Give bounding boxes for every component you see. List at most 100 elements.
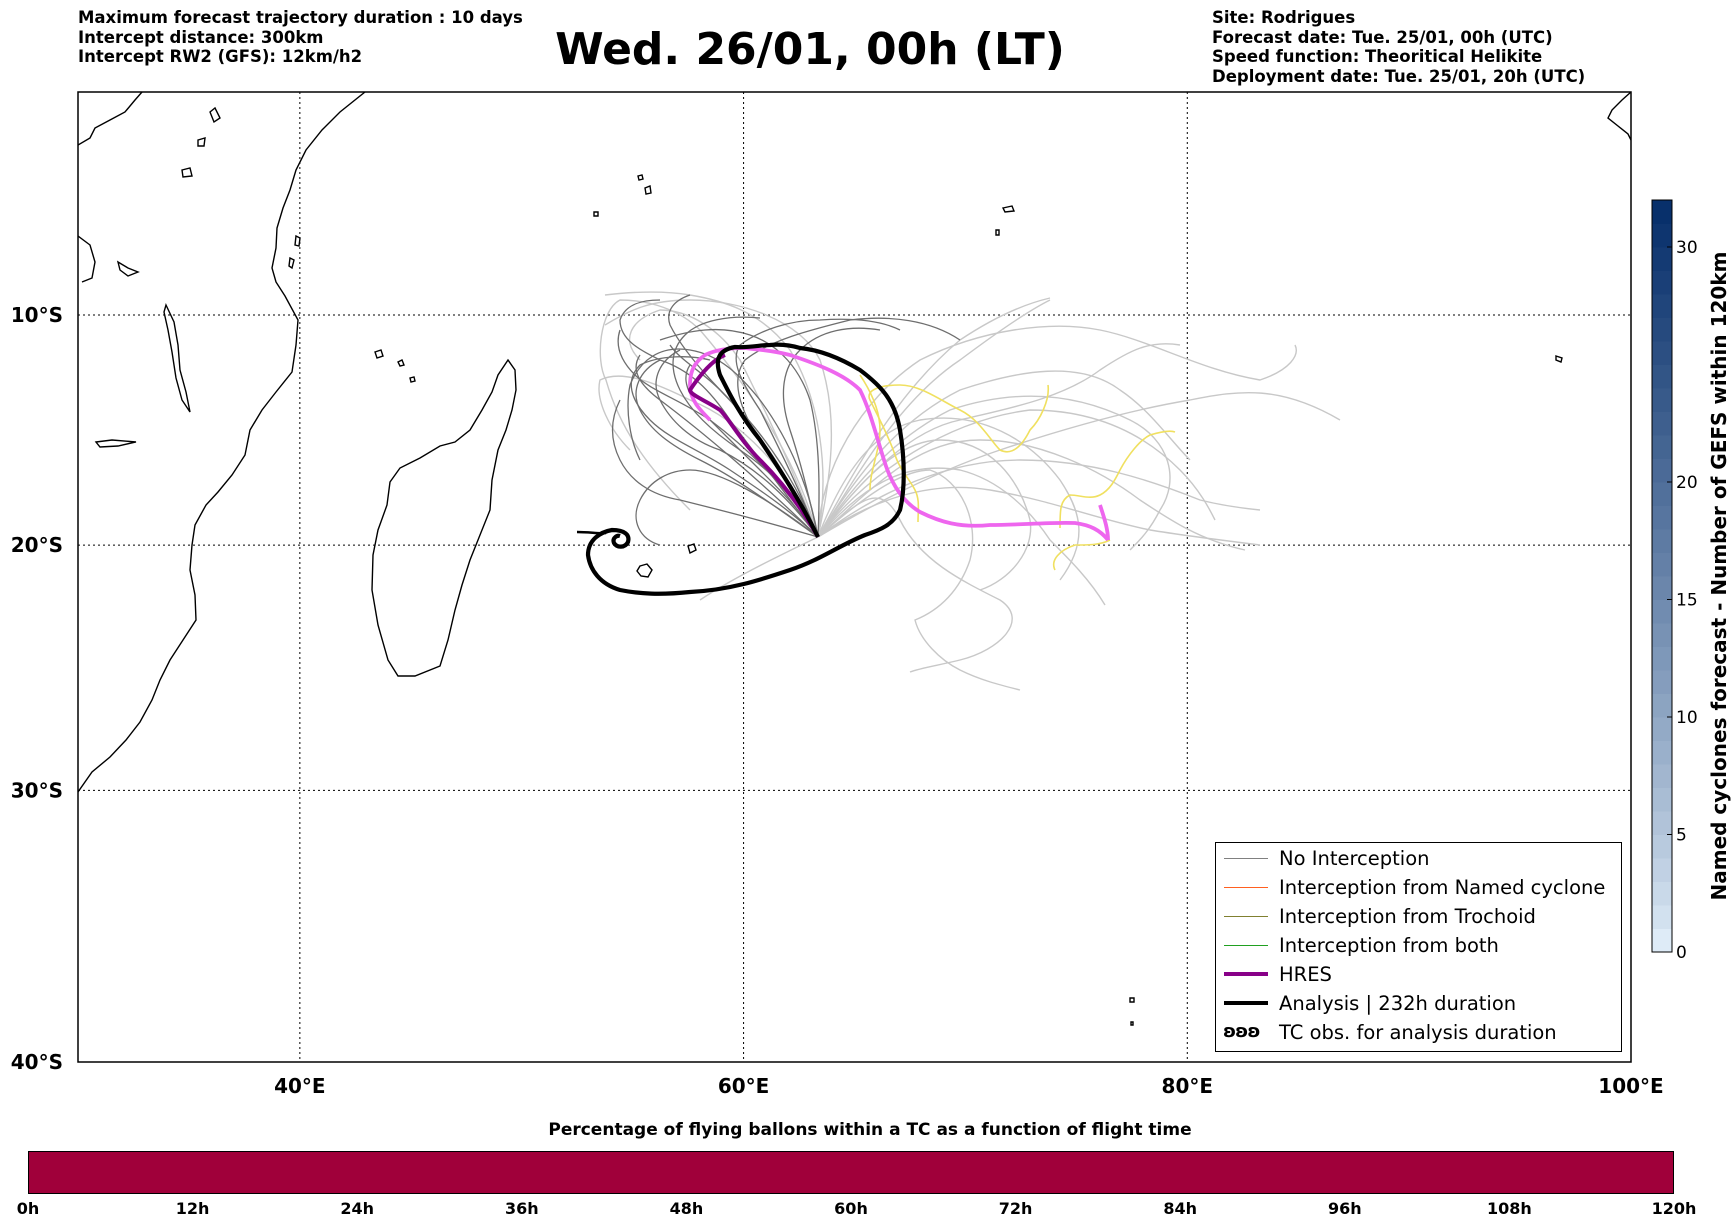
gefs-trajectory (604, 291, 824, 538)
madagascar-coastline (371, 358, 517, 677)
colorbar-tick-label: 5 (1676, 826, 1687, 846)
latitude-label: 30°S (11, 778, 63, 802)
lake-malawi-outline (163, 303, 191, 413)
gefs-trajectory (817, 299, 1051, 538)
gefs-trajectory (817, 439, 1032, 591)
gefs-trajectory (817, 391, 1341, 538)
colorbar-step (1652, 270, 1672, 295)
colorbar-step (1652, 717, 1672, 741)
colorbar-step (1652, 200, 1672, 224)
bottom-colorbar-tick-label: 24h (340, 1199, 375, 1218)
legend-item-label: Interception from Named cyclone (1279, 876, 1606, 899)
colorbar-step (1652, 881, 1672, 906)
colorbar-title: Named cyclones forecast - Number of GEFS… (1707, 252, 1731, 901)
colorbar-step (1652, 223, 1672, 248)
colorbar-step (1652, 247, 1672, 271)
cyclone-symbol-icon: ʚʚʚ (1223, 1021, 1260, 1042)
legend-line-sample (1224, 1001, 1268, 1005)
cocos-islands (1555, 355, 1563, 363)
colorbar-tick-label: 15 (1676, 591, 1698, 611)
map-frame (77, 91, 1632, 1063)
africa-coastline (78, 92, 366, 793)
amsterdam-islands (1129, 997, 1135, 1026)
gefs-trajectory (655, 349, 819, 538)
colorbar-step (1652, 693, 1672, 718)
gefs-trajectory (817, 486, 1261, 546)
bottom-colorbar-tick-label: 72h (998, 1199, 1033, 1218)
gefs-trajectory (782, 327, 881, 538)
right-colorbar: 0 5 10 15 20 30 Named cyclones forecast - Num… (1651, 199, 1731, 963)
gefs-trajectory (817, 439, 1246, 551)
colorbar-frame (1651, 199, 1673, 953)
bottom-colorbar-tick-label: 36h (504, 1199, 539, 1218)
analysis-trajectory (585, 342, 906, 596)
coastlines (78, 92, 1631, 1026)
colorbar-step (1652, 294, 1672, 318)
gefs-trajectory (817, 325, 1297, 538)
legend-line-sample (1224, 945, 1268, 946)
kenya-islands (181, 106, 221, 178)
header-right-info: Site: Rodrigues Forecast date: Tue. 25/0… (1212, 8, 1585, 86)
legend-item-both: Interception from both (1216, 932, 1621, 961)
colorbar-step (1652, 599, 1672, 624)
yellow-trajectory (868, 384, 1050, 523)
hres-trajectory (687, 353, 820, 538)
gefs-trajectory (817, 497, 1013, 673)
legend-line-sample (1224, 887, 1268, 888)
header-left-info: Maximum forecast trajectory duration : 1… (78, 8, 523, 67)
colorbar-step (1652, 834, 1672, 859)
colorbar-step (1652, 576, 1672, 600)
graticule (78, 92, 1631, 1062)
gefs-trajectory (659, 328, 820, 538)
gefs-trajectory (604, 299, 833, 538)
legend-line-sample (1224, 972, 1268, 976)
header-line: Speed function: Theoritical Helikite (1212, 47, 1543, 66)
legend-item-label: TC obs. for analysis duration (1279, 1021, 1557, 1044)
colorbar-step (1652, 435, 1672, 459)
lake-victoria-outline (78, 235, 96, 283)
header-line: Forecast date: Tue. 25/01, 00h (UTC) (1212, 27, 1553, 47)
colorbar-step (1652, 411, 1672, 436)
legend-item-label: Interception from Trochoid (1279, 905, 1536, 928)
yellow-trajectory (1053, 539, 1111, 571)
analysis-trajectory-tail (576, 530, 607, 535)
bottom-colorbar (28, 1151, 1674, 1194)
colorbar-step (1652, 670, 1672, 694)
gefs-trajectory (735, 318, 901, 538)
legend-line-sample (1224, 916, 1268, 917)
latitude-labels: 10°S 20°S 30°S 40°S (11, 303, 63, 1074)
hres-forecast-track (688, 346, 1110, 542)
colorbar-step (1652, 552, 1672, 577)
mauritius-island (636, 563, 653, 578)
colorbar-tick-label: 20 (1676, 473, 1698, 493)
gefs-trajectory (627, 348, 819, 538)
bottom-colorbar-title: Percentage of flying ballons within a TC… (548, 1120, 1192, 1140)
header-line: Intercept distance: 300km (78, 27, 324, 47)
page-title: Wed. 26/01, 00h (LT) (555, 24, 1065, 75)
colorbar-tick-label: 10 (1676, 708, 1698, 728)
maldives-chagos-islands (995, 205, 1015, 236)
gefs-trajectory (817, 395, 1171, 551)
colorbar-ticks: 0 5 10 15 20 30 (1667, 238, 1698, 963)
colorbar-tick-label: 30 (1676, 238, 1698, 258)
colorbar-step (1652, 787, 1672, 812)
header-line: Deployment date: Tue. 25/01, 20h (UTC) (1212, 66, 1586, 86)
colorbar-step (1652, 740, 1672, 765)
bottom-colorbar-tick-label: 48h (669, 1199, 704, 1218)
bottom-colorbar-tick-label: 12h (175, 1199, 210, 1218)
legend-line-sample (1224, 858, 1268, 859)
gefs-trajectory (699, 536, 819, 601)
africa-north-coast (78, 92, 143, 146)
mozambique-channel-lake (94, 439, 137, 448)
longitude-label: 60°E (718, 1074, 770, 1098)
lake-tanganyika-outline (116, 260, 140, 277)
colorbar-steps (1652, 200, 1672, 953)
header-line: Site: Rodrigues (1212, 8, 1356, 27)
map-content (78, 92, 1631, 1062)
latitude-label: 40°S (11, 1050, 63, 1074)
colorbar-step (1652, 529, 1672, 553)
longitude-label: 100°E (1598, 1074, 1663, 1098)
legend-item-label: Analysis | 232h duration (1279, 992, 1517, 1015)
yellow-trajectory (1059, 430, 1176, 529)
colorbar-step (1652, 623, 1672, 647)
